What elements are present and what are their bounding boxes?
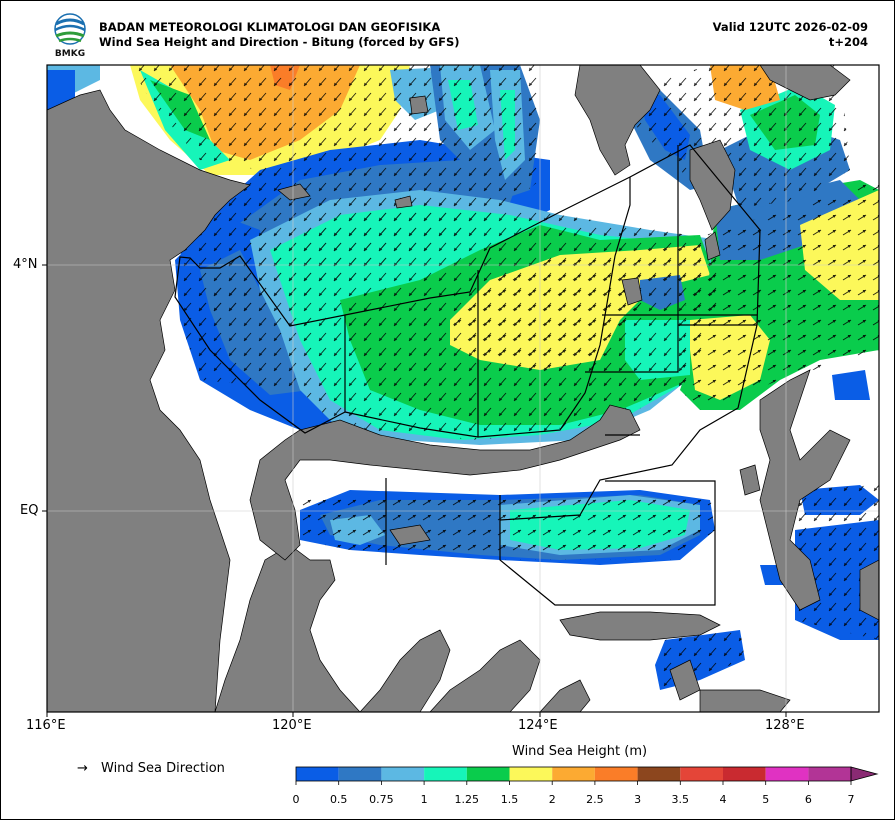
map-area — [47, 65, 879, 712]
colorbar-tick: 0 — [292, 793, 300, 806]
colorbar-tick: 2 — [548, 793, 556, 806]
graticule — [47, 65, 879, 712]
colorbar-tick: 5 — [762, 793, 770, 806]
colorbar-tick: 1.25 — [454, 793, 480, 806]
logo-text: BMKG — [55, 49, 85, 58]
forecast-step: t+204 — [828, 35, 868, 49]
colorbar-tick: 4 — [719, 793, 727, 806]
colorbar-tick: 1.5 — [500, 793, 519, 806]
colorbar-tick: 7 — [847, 793, 855, 806]
lat-label-4n: 4°N — [13, 257, 38, 272]
product-title: Wind Sea Height and Direction - Bitung (… — [99, 35, 460, 49]
agency-title: BADAN METEOROLOGI KLIMATOLOGI DAN GEOFIS… — [99, 20, 441, 34]
colorbar-tick: 0.75 — [369, 793, 394, 806]
lon-label-120: 120°E — [272, 718, 312, 733]
colorbar-tick: 6 — [804, 793, 812, 806]
land — [47, 65, 879, 712]
bmkg-logo: BMKG — [54, 13, 86, 58]
colorbar-tick: 3 — [634, 793, 642, 806]
colorbar-tick: 3.5 — [671, 793, 690, 806]
colorbar-tick: 2.5 — [586, 793, 604, 806]
lon-label-124: 124°E — [518, 718, 558, 733]
wind-direction-arrow-icon: → — [77, 761, 88, 776]
colorbar-tick: 0.5 — [329, 793, 348, 806]
map-border — [46, 64, 880, 713]
colorbar-tick: 1 — [420, 793, 428, 806]
colorbar — [295, 766, 879, 785]
colorbar-title: Wind Sea Height (m) — [512, 744, 648, 759]
region-boundaries — [174, 144, 761, 606]
valid-time: Valid 12UTC 2026-02-09 — [712, 20, 868, 34]
lat-label-eq: EQ — [20, 503, 39, 518]
lon-label-128: 128°E — [765, 718, 805, 733]
lon-label-116: 116°E — [26, 718, 66, 733]
wind-direction-legend: Wind Sea Direction — [101, 761, 225, 776]
